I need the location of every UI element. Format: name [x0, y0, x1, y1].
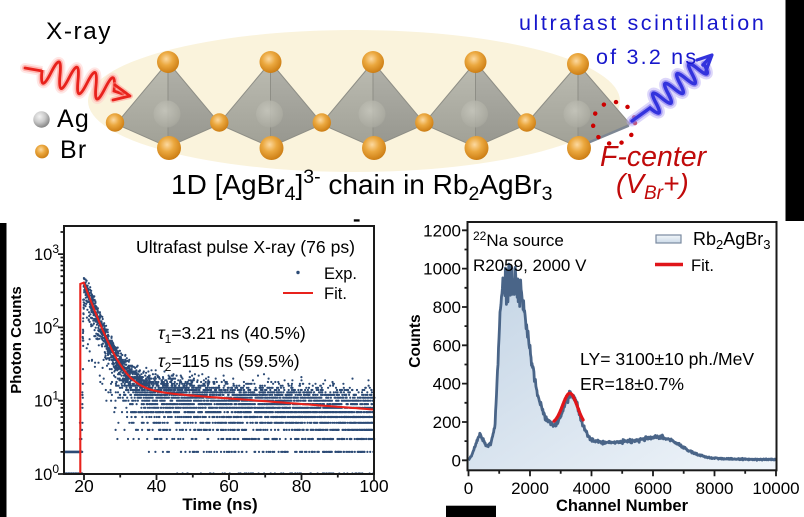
- svg-text:ultrafast scintillation: ultrafast scintillation: [519, 11, 766, 35]
- svg-text:200: 200: [433, 413, 461, 432]
- svg-text:LY= 3100±10 ph./MeV: LY= 3100±10 ph./MeV: [580, 349, 754, 369]
- svg-text:R2059, 2000 V: R2059, 2000 V: [473, 256, 587, 275]
- svg-text:of 3.2 ns: of 3.2 ns: [596, 45, 698, 69]
- svg-text:Photon Counts: Photon Counts: [8, 286, 25, 393]
- svg-text:τ1=3.21 ns (40.5%): τ1=3.21 ns (40.5%): [158, 323, 306, 346]
- svg-text:Ultrafast pulse X-ray (76 ps): Ultrafast pulse X-ray (76 ps): [136, 237, 355, 257]
- svg-text:Rb2AgBr3: Rb2AgBr3: [693, 229, 771, 252]
- svg-text:Fit.: Fit.: [691, 257, 714, 275]
- svg-text:Counts: Counts: [407, 314, 424, 367]
- svg-text:0: 0: [452, 451, 461, 470]
- svg-text:102: 102: [34, 315, 59, 337]
- svg-text:100: 100: [34, 462, 59, 484]
- svg-text:(VBr+): (VBr+): [616, 168, 689, 204]
- svg-text:0: 0: [464, 479, 473, 498]
- svg-text:20: 20: [74, 476, 94, 496]
- svg-text:22Na source: 22Na source: [473, 229, 564, 250]
- svg-text:8000: 8000: [696, 479, 734, 498]
- svg-text:1000: 1000: [423, 260, 461, 279]
- svg-text:1200: 1200: [423, 221, 461, 240]
- svg-text:101: 101: [34, 389, 59, 411]
- svg-text:600: 600: [433, 336, 461, 355]
- svg-text:10000: 10000: [752, 479, 799, 498]
- svg-text:6000: 6000: [634, 479, 672, 498]
- svg-text:Time (ns): Time (ns): [182, 495, 257, 514]
- svg-text:X-ray: X-ray: [46, 18, 112, 45]
- svg-text:ER=18±0.7%: ER=18±0.7%: [580, 374, 684, 394]
- svg-text:2000: 2000: [511, 479, 549, 498]
- svg-text:800: 800: [433, 298, 461, 317]
- svg-text:103: 103: [34, 242, 59, 264]
- svg-text:Channel Number: Channel Number: [556, 497, 689, 515]
- svg-text:Exp.: Exp.: [324, 265, 357, 283]
- svg-text:4000: 4000: [573, 479, 611, 498]
- svg-text:F-center: F-center: [600, 141, 708, 173]
- svg-text:τ2=115 ns (59.5%): τ2=115 ns (59.5%): [158, 351, 300, 374]
- svg-text:100: 100: [359, 476, 388, 496]
- svg-text:80: 80: [292, 476, 312, 496]
- svg-text:40: 40: [147, 476, 167, 496]
- svg-text:Ag: Ag: [57, 105, 90, 133]
- svg-text:Fit.: Fit.: [324, 285, 347, 303]
- svg-text:400: 400: [433, 375, 461, 394]
- svg-text:1D [AgBr4]3- chain in Rb2AgBr3: 1D [AgBr4]3- chain in Rb2AgBr3: [171, 166, 552, 205]
- svg-text:60: 60: [219, 476, 239, 496]
- svg-text:Br: Br: [60, 136, 87, 164]
